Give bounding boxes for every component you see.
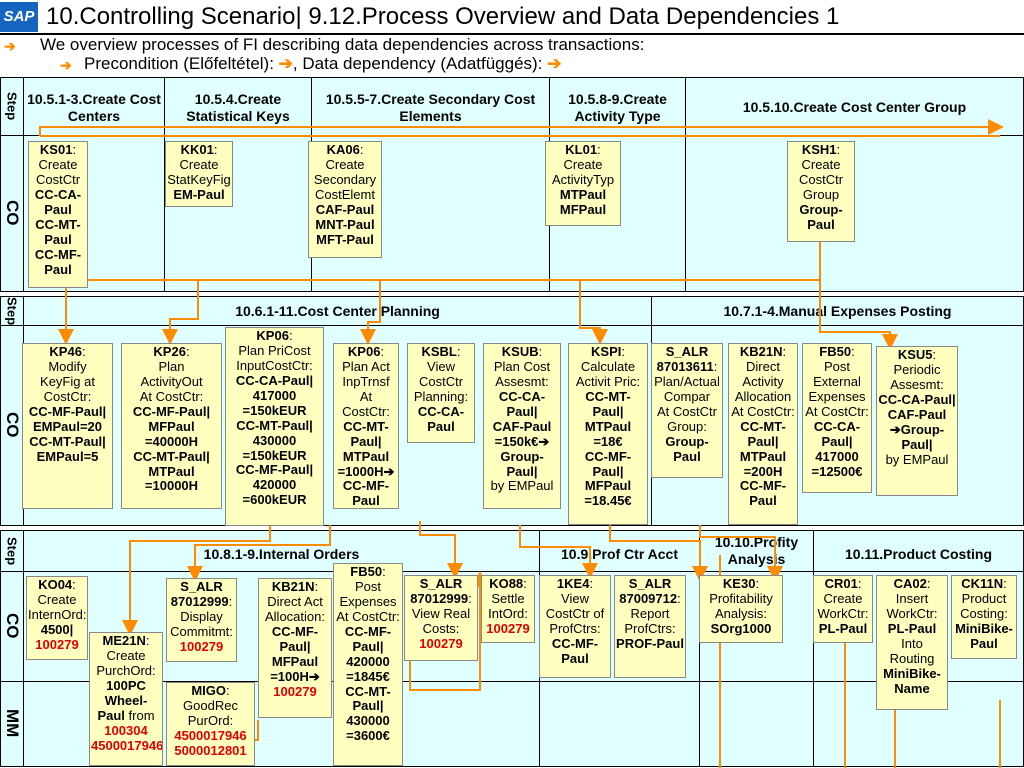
section2-header-1: 10.7.1-4.Manual Expenses Posting (723, 303, 952, 320)
kl01-box[interactable]: KL01: Create ActivityTyp MTPaul MFPaul (545, 141, 621, 226)
section1-header-3: 10.5.8-9.Create Activity Type (568, 90, 667, 125)
ca02-box[interactable]: CA02: Insert WorkCtr: PL-Paul Into Routi… (876, 575, 948, 710)
section1-header-4: 10.5.10.Create Cost Center Group (742, 99, 967, 116)
section1-band: Step CO 10.5.1-3.Create Cost Centers 10.… (0, 77, 1024, 292)
1ke4-box[interactable]: 1KE4: View CostCtr of ProfCtrs: CC-MF-Pa… (539, 575, 611, 678)
fb50-internal-box[interactable]: FB50: Post Expenses At CostCtr: CC-MF-Pa… (333, 563, 403, 766)
title-rule (0, 33, 1024, 35)
s-alr-87012999-commitment-box[interactable]: S_ALR 87012999: Display Commitmt: 100279 (166, 578, 237, 662)
ko88-box[interactable]: KO88: Settle IntOrd: 100279 (481, 575, 535, 643)
ksh1-box[interactable]: KSH1: Create CostCtr Group Group-Paul (787, 141, 855, 242)
intro-line-2: Precondition (Előfeltétel): ➔, Data depe… (84, 54, 561, 74)
section3-header-3: 10.11.Product Costing (844, 546, 993, 563)
slide-title: 10.Controlling Scenario| 9.12.Process Ov… (46, 3, 840, 30)
s-alr-87013611-box[interactable]: S_ALR 87013611: Plan/Actual Compar At Co… (651, 343, 723, 478)
ck11n-box[interactable]: CK11N: Product Costing: MiniBike-Paul (951, 575, 1017, 659)
me21n-box[interactable]: ME21N: Create PurchOrd: 100PC Wheel-Paul… (89, 632, 163, 766)
ka06-box[interactable]: KA06: Create Secondary CostElemt CAF-Pau… (308, 141, 382, 258)
step-label: Step (4, 92, 20, 121)
s-alr-87012999-real-costs-box[interactable]: S_ALR 87012999: View Real Costs: 100279 (404, 575, 478, 661)
bullet-arrow-icon: ➔ (4, 38, 16, 54)
kp46-box[interactable]: KP46: Modify KeyFig at CostCtr: CC-MF-Pa… (22, 343, 113, 509)
step-label: Step (4, 296, 20, 326)
kp06-primary-box[interactable]: KP06: Plan PriCost InputCostCtr: CC-CA-P… (225, 327, 324, 526)
section1-header-1: 10.5.4.Create Statistical Keys (186, 90, 290, 125)
sub-bullet-arrow-icon: ➔ (60, 57, 72, 73)
migo-box[interactable]: MIGO: GoodRec PurOrd: 4500017946 5000012… (166, 682, 255, 766)
ksu5-box[interactable]: KSU5: Periodic Assesmt: CC-CA-Paul| CAF-… (876, 346, 958, 496)
dependency-arrow-icon: ➔ (547, 54, 562, 73)
co-label: CO (3, 613, 22, 639)
ksub-box[interactable]: KSUB: Plan Cost Assesmt: CC-CA-Paul| CAF… (483, 343, 561, 509)
ksbl-box[interactable]: KSBL: View CostCtr Planning: CC-CA-Paul (407, 343, 475, 443)
kp26-box[interactable]: KP26: Plan ActivityOut At CostCtr: CC-MF… (121, 343, 222, 509)
ko04-box[interactable]: KO04: Create InternOrd: 4500| 100279 (26, 576, 88, 660)
intro-line-1: We overview processes of FI describing d… (40, 35, 645, 54)
section1-header-2: 10.5.5-7.Create Secondary Cost Elements (325, 90, 536, 125)
section2-header-0: 10.6.1-11.Cost Center Planning (235, 303, 440, 320)
cr01-box[interactable]: CR01: Create WorkCtr: PL-Paul (813, 575, 873, 643)
kk01-box[interactable]: KK01: Create StatKeyFig EM-Paul (165, 141, 233, 207)
section1-header-0: 10.5.1-3.Create Cost Centers (27, 90, 161, 125)
kp06-activity-box[interactable]: KP06: Plan Act InpTrnsf At CostCtr: CC-M… (333, 343, 399, 509)
mm-label: MM (3, 709, 22, 738)
co-label: CO (3, 200, 22, 226)
kb21n-internal-box[interactable]: KB21N: Direct Act Allocation: CC-MF-Paul… (258, 578, 332, 718)
kb21n-box[interactable]: KB21N: Direct Activity Allocation At Cos… (728, 343, 798, 525)
fb50-box[interactable]: FB50: Post External Expenses At CostCtr:… (802, 343, 872, 493)
dependency-label: , Data dependency (Adatfüggés): (292, 54, 543, 73)
co-label: CO (3, 412, 22, 438)
sap-logo: SAP (0, 2, 38, 32)
title-bar: SAP 10.Controlling Scenario| 9.12.Proces… (0, 0, 1024, 35)
section3-header-1: 10.9.Prof Ctr Acct (561, 546, 678, 563)
precondition-arrow-icon: ➔ (278, 54, 293, 73)
section3-header-2: 10.10.Profity Analysis (714, 533, 799, 568)
section3-header-0: 10.8.1-9.Internal Orders (203, 546, 360, 563)
ks01-box[interactable]: KS01: Create CostCtr CC-CA-Paul CC-MT-Pa… (28, 141, 88, 288)
precondition-label: Precondition (Előfeltétel): (84, 54, 274, 73)
step-label: Step (4, 536, 20, 566)
ke30-box[interactable]: KE30: Profitability Analysis: SOrg1000 (699, 575, 783, 643)
s-alr-87009712-box[interactable]: S_ALR 87009712: Report ProfCtrs: PROF-Pa… (614, 575, 686, 678)
kspi-box[interactable]: KSPI: Calculate Activit Pric: CC-MT-Paul… (568, 343, 648, 525)
